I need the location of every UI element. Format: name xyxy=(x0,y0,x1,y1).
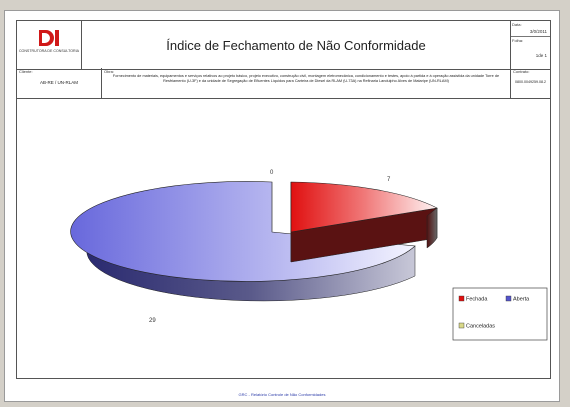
contract-label: Contrato: xyxy=(513,69,530,74)
info-row: Cliente: AB-RE / UN-RLAM Obra: Fornecime… xyxy=(16,68,551,99)
work-label: Obra: xyxy=(104,69,115,74)
slice-fechada-side xyxy=(426,207,438,249)
report-page: CONSTRUTORA DE CONSULTORIA Índice de Fec… xyxy=(4,10,560,402)
page-label: Folha: xyxy=(512,38,524,43)
client-cell: Cliente: AB-RE / UN-RLAM xyxy=(17,68,102,98)
work-value: Fornecimento de materiais, equipamentos … xyxy=(112,74,500,83)
chart-area: 0 7 29 Fechada Aberta Canceladas xyxy=(16,98,551,379)
di-logo-icon: CONSTRUTORA DE CONSULTORIA xyxy=(19,30,80,53)
legend-swatch-fechada xyxy=(458,295,465,302)
client-value: AB-RE / UN-RLAM xyxy=(39,80,78,85)
company-logo: CONSTRUTORA DE CONSULTORIA xyxy=(17,21,82,69)
label-fechada: 7 xyxy=(387,177,391,183)
date-row: Data: 3/0/2011 xyxy=(511,21,550,37)
work-cell: Obra: Fornecimento de materiais, equipam… xyxy=(102,68,511,98)
legend-swatch-canceladas xyxy=(458,322,465,329)
logo-sub-text: CONSTRUTORA DE CONSULTORIA xyxy=(19,49,80,53)
page-row: Folha: 1de 1 xyxy=(511,37,550,58)
legend-label-canceladas: Canceladas xyxy=(466,324,495,330)
date-value: 3/0/2011 xyxy=(529,29,547,34)
legend-swatch-aberta xyxy=(505,295,512,302)
client-label: Cliente: xyxy=(19,69,33,74)
chart-legend: Fechada Aberta Canceladas xyxy=(452,287,548,341)
pie-chart: 0 7 29 Fechada Aberta Canceladas xyxy=(70,170,548,341)
report-footer: GRC - Relatório Controle de Não Conformi… xyxy=(238,392,326,397)
slice-aberta-top xyxy=(70,181,416,282)
contract-cell: Contrato: 0800.0049259.08.2 xyxy=(511,68,550,98)
report-title: Índice de Fechamento de Não Conformidade xyxy=(82,21,511,69)
label-aberta: 29 xyxy=(149,318,156,324)
report-header: CONSTRUTORA DE CONSULTORIA Índice de Fec… xyxy=(16,20,551,70)
header-meta: Data: 3/0/2011 Folha: 1de 1 xyxy=(511,21,550,69)
legend-label-fechada: Fechada xyxy=(466,297,488,303)
label-cancelados: 0 xyxy=(270,170,274,176)
slice-fechada-top xyxy=(290,181,438,233)
legend-label-aberta: Aberta xyxy=(513,297,530,303)
date-label: Data: xyxy=(512,22,522,27)
contract-value: 0800.0049259.08.2 xyxy=(515,80,546,84)
page-value: 1de 1 xyxy=(535,53,547,58)
